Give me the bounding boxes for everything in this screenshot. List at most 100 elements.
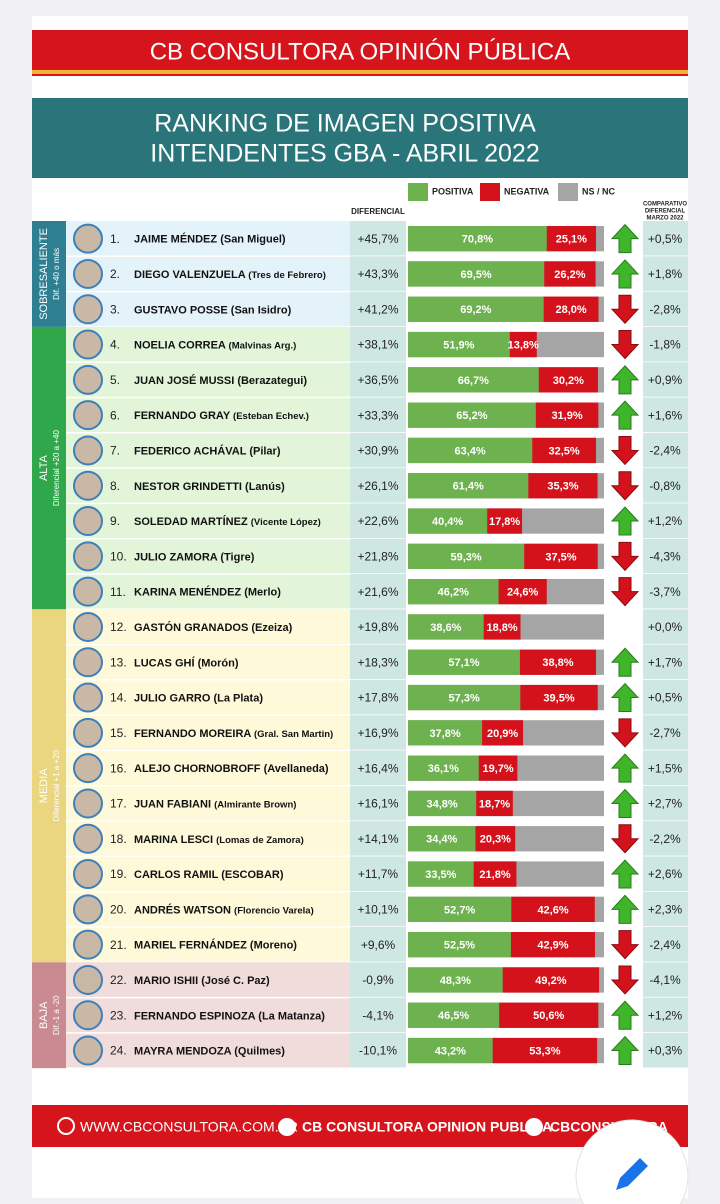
rank: 21.	[110, 938, 127, 952]
comparative: +2,3%	[648, 903, 683, 917]
differential-cell	[350, 715, 406, 751]
differential-cell	[350, 927, 406, 963]
avatar	[73, 964, 103, 995]
group-note: Diferencial +1 a +20	[52, 749, 61, 821]
trend-arrow-down	[610, 294, 640, 324]
positive-label: 59,3%	[451, 551, 482, 563]
negative-label: 50,6%	[533, 1010, 564, 1022]
positive-bar	[408, 861, 474, 887]
positive-label: 51,9%	[443, 339, 474, 351]
rank: 8.	[110, 479, 120, 493]
avatar	[73, 400, 103, 431]
differential-cell	[350, 997, 406, 1033]
candidate-name: JUAN JOSÉ MUSSI	[134, 374, 234, 387]
rank: 4.	[110, 338, 120, 352]
column-header: COMPARATIVO	[643, 202, 687, 208]
rank: 16.	[110, 761, 127, 775]
candidate-district: (Tigre)	[220, 551, 254, 563]
candidate-name: ANDRÉS WATSON	[134, 903, 231, 916]
candidate-district: (San Miguel)	[220, 234, 286, 246]
differential-cell	[350, 503, 406, 539]
candidate: ALEJO CHORNOBROFF (Avellaneda)	[134, 763, 329, 775]
group-note: Dif.-1 a -20	[52, 995, 61, 1035]
footer: WWW.CBCONSULTORA.COM.AR CB CONSULTORA OP…	[57, 1117, 668, 1136]
comparative: +2,6%	[648, 867, 683, 881]
rank: 12.	[110, 620, 127, 634]
differential: +41,2%	[357, 302, 398, 316]
group-stripe	[32, 609, 66, 963]
avatar	[73, 682, 103, 713]
differential: +16,9%	[357, 726, 398, 740]
trend-arrow-up	[610, 788, 640, 818]
trend-arrow-down	[610, 577, 640, 607]
positive-label: 69,5%	[461, 269, 492, 281]
candidate-name: JUAN FABIANI	[134, 798, 211, 810]
negative-label: 26,2%	[554, 269, 585, 281]
negative-label: 31,9%	[551, 410, 582, 422]
candidate: KARINA MENÉNDEZ (Merlo)	[134, 586, 281, 599]
negative-bar	[524, 543, 598, 569]
candidate: MAYRA MENDOZA (Quilmes)	[134, 1045, 285, 1057]
candidate-name: SOLEDAD MARTÍNEZ	[134, 515, 248, 528]
rank: 13.	[110, 655, 127, 669]
trend-arrow-up	[610, 894, 640, 924]
candidate-district: (Avellaneda)	[264, 763, 329, 775]
negative-bar	[492, 1037, 598, 1064]
negative-label: 18,7%	[479, 798, 510, 810]
twitter-icon	[525, 1118, 543, 1136]
candidate-district: (Ezeiza)	[251, 622, 292, 634]
comparative-cell	[643, 574, 688, 610]
edit-button[interactable]	[575, 1119, 689, 1204]
comparative-cell	[643, 821, 688, 857]
comparative-cell	[643, 1032, 688, 1069]
column-header: MARZO 2022	[646, 216, 684, 222]
positive-label: 40,4%	[432, 516, 463, 528]
positive-bar	[408, 261, 545, 287]
rank: 2.	[110, 267, 120, 281]
trend-arrow-up	[610, 400, 640, 430]
candidate-name: LUCAS GHÍ	[134, 656, 195, 669]
legend-label: NEGATIVA	[504, 186, 550, 196]
avatar	[73, 364, 103, 395]
differential: +30,9%	[357, 444, 398, 458]
candidate: NESTOR GRINDETTI (Lanús)	[134, 481, 285, 493]
differential-cell	[350, 538, 406, 574]
differential-cell	[350, 468, 406, 504]
column-header: DIFERENCIAL	[351, 207, 405, 216]
subtitle-box	[32, 98, 688, 178]
group-name: BAJA	[38, 1001, 50, 1029]
ranking-rows: POSITIVA NEGATIVA NS / NCDIFERENCIALCOMPAR…	[32, 183, 688, 1069]
rank: 7.	[110, 444, 120, 458]
trend-arrow-down	[610, 965, 640, 995]
positive-label: 66,7%	[458, 375, 489, 387]
differential-cell	[350, 362, 406, 398]
comparative: +1,5%	[648, 761, 683, 775]
differential-cell	[350, 1032, 406, 1069]
rank: 17.	[110, 797, 127, 811]
negative-label: 38,8%	[542, 657, 573, 669]
differential: +16,1%	[357, 797, 398, 811]
edit-icon	[616, 1158, 648, 1190]
negative-label: 19,7%	[482, 763, 513, 775]
differential: +11,7%	[358, 867, 398, 881]
rank: 9.	[110, 514, 120, 528]
negative-bar	[509, 331, 537, 358]
differential: -10,1%	[359, 1044, 397, 1058]
differential-cell	[350, 962, 406, 998]
candidate-name: ALEJO CHORNOBROFF	[134, 763, 261, 775]
avatar	[73, 1035, 103, 1066]
facebook-icon	[278, 1118, 296, 1136]
trend-arrow-down	[610, 435, 640, 466]
differential: -4,1%	[362, 1008, 394, 1022]
negative-bar	[482, 720, 524, 746]
web-icon	[57, 1117, 75, 1135]
candidate-name: JAIME MÉNDEZ	[134, 233, 217, 246]
group-stripe	[32, 962, 66, 1069]
rank: 15.	[110, 726, 127, 740]
rank: 19.	[110, 867, 127, 881]
candidate: GUSTAVO POSSE (San Isidro)	[134, 304, 292, 316]
negative-label: 17,8%	[489, 516, 520, 528]
positive-bar	[408, 367, 539, 393]
comparative: +1,2%	[648, 1008, 683, 1022]
candidate: SOLEDAD MARTÍNEZ (Vicente López)	[134, 515, 321, 528]
